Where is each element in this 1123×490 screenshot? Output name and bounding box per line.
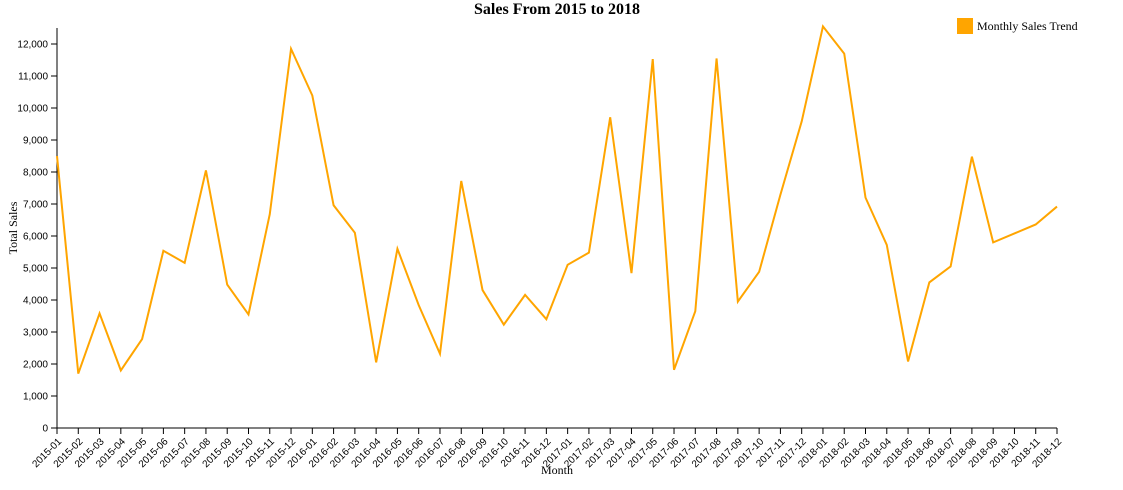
- legend: Monthly Sales Trend: [957, 18, 1078, 34]
- y-axis-title: Total Sales: [6, 201, 20, 254]
- series-line: [56, 24, 1058, 374]
- series-group: [56, 24, 1058, 374]
- y-axis: 0 1,000 2,000 3,000 4,000 5,000 6,000 7,000 8,00…: [17, 28, 58, 435]
- y-tick-label: 3,000: [23, 328, 48, 339]
- y-tick-label: 12,000: [17, 40, 48, 51]
- y-tick-label: 11,000: [18, 72, 48, 83]
- y-tick-label: 9,000: [23, 136, 48, 147]
- y-tick-label: 10,000: [17, 104, 48, 115]
- y-tick-label: 8,000: [23, 168, 48, 179]
- y-tick-label: 5,000: [23, 264, 48, 275]
- y-tick-label: 2,000: [23, 360, 48, 371]
- y-tick-label: 6,000: [23, 232, 48, 243]
- legend-swatch: [957, 18, 973, 34]
- x-axis-title: Month: [541, 463, 573, 477]
- chart-title: Sales From 2015 to 2018: [474, 1, 640, 18]
- legend-label: Monthly Sales Trend: [977, 19, 1078, 33]
- y-tick-label: 1,000: [23, 392, 48, 403]
- y-tick-label: 4,000: [23, 296, 48, 307]
- y-tick-label: 7,000: [23, 200, 48, 211]
- y-tick-label: 0: [42, 424, 48, 435]
